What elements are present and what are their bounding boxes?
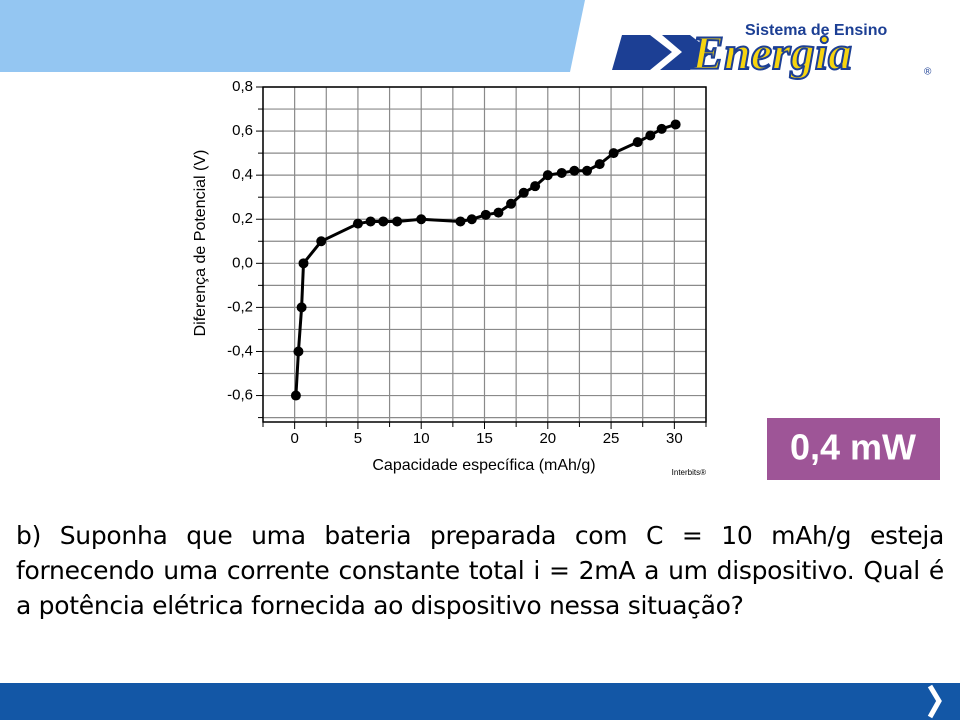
data-point xyxy=(455,216,466,227)
plot-frame xyxy=(262,86,707,423)
data-point xyxy=(480,209,491,220)
x-tick-label: 25 xyxy=(603,430,620,447)
x-tick-label: 10 xyxy=(413,430,430,447)
logo-mark: ® xyxy=(924,67,932,78)
data-point xyxy=(466,214,477,225)
data-point xyxy=(392,216,403,227)
data-point xyxy=(608,148,619,159)
data-point xyxy=(493,207,504,218)
footer-chevron xyxy=(927,684,942,719)
logo-subtitle: Sistema de Ensino xyxy=(745,22,887,39)
data-point xyxy=(530,181,541,192)
data-point xyxy=(542,170,553,181)
logo-chevrons xyxy=(612,35,712,70)
data-point xyxy=(352,218,363,229)
data-point xyxy=(670,119,681,130)
data-point xyxy=(293,346,304,357)
y-tick-label: 0,2 xyxy=(232,210,253,227)
x-axis-label: Capacidade específica (mAh/g) xyxy=(372,457,595,474)
y-tick-label: -0,6 xyxy=(227,387,253,404)
data-point xyxy=(582,165,593,176)
y-axis-label: Diferença de Potencial (V) xyxy=(192,150,209,337)
chart: 0 5 10 15 20 25 30 0,8 0,6 0,4 0,2 0,0 -0,2 -0,4 -0,6 C… xyxy=(192,78,707,477)
data-point xyxy=(296,302,307,313)
data-point xyxy=(365,216,376,227)
question: b) Suponha que uma bateria preparada com… xyxy=(16,521,944,620)
data-point xyxy=(632,137,643,148)
y-tick-label: -0,2 xyxy=(227,298,253,315)
logo-name: Energia xyxy=(691,27,852,80)
x-tick-label: 5 xyxy=(354,430,362,447)
x-tick-label: 30 xyxy=(666,430,683,447)
footer-bar xyxy=(0,683,960,720)
data-line xyxy=(294,123,677,396)
credit: Interbits® xyxy=(672,468,706,477)
header-band xyxy=(0,0,585,72)
y-tick-label: 0,8 xyxy=(232,78,253,95)
data-point xyxy=(594,159,605,170)
y-tick-label: 0,0 xyxy=(232,254,253,271)
y-tick-label: -0,4 xyxy=(227,342,253,359)
data-point xyxy=(416,214,427,225)
data-point xyxy=(378,216,389,227)
data-point xyxy=(518,187,529,198)
answer: 0,4 mW xyxy=(790,427,916,468)
data-point xyxy=(556,167,567,178)
data-point xyxy=(506,198,517,209)
data-point xyxy=(656,123,667,134)
y-tick-label: 0,6 xyxy=(232,122,253,139)
data-point xyxy=(298,258,309,269)
x-tick-label: 20 xyxy=(539,430,556,447)
data-point xyxy=(290,390,301,401)
x-tick-label: 15 xyxy=(476,430,493,447)
x-tick-label: 0 xyxy=(290,430,298,447)
y-tick-label: 0,4 xyxy=(232,166,253,183)
data-point xyxy=(569,165,580,176)
data-point xyxy=(645,130,656,141)
answer-box xyxy=(767,418,940,480)
data-point xyxy=(316,236,327,247)
